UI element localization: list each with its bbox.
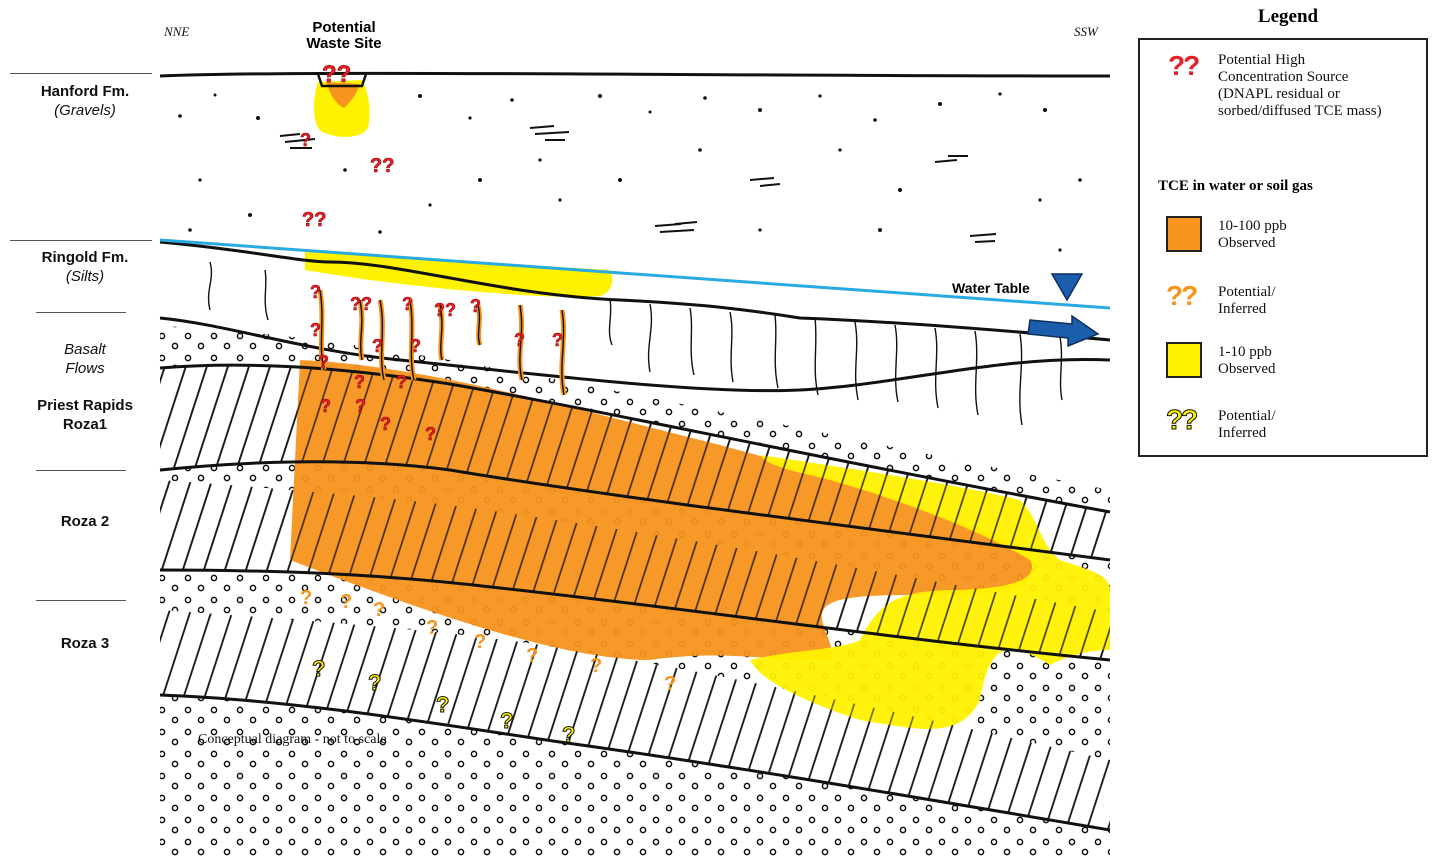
svg-text:?: ? bbox=[396, 372, 407, 392]
svg-text:?: ? bbox=[470, 296, 481, 316]
unit-label-roza3: Roza 3 bbox=[10, 634, 160, 653]
vesicular-zone-3 bbox=[160, 570, 1110, 760]
svg-text:?: ? bbox=[474, 631, 486, 653]
gravel-dots bbox=[178, 92, 1082, 252]
legend-source-text: Potential High Concentration Source (DNA… bbox=[1218, 52, 1382, 119]
svg-text:??: ?? bbox=[434, 300, 456, 320]
flow-direction-arrow-icon bbox=[1027, 314, 1100, 348]
unit-name: Roza 2 bbox=[60, 513, 110, 530]
legend-item-label: 10-100 ppb Observed bbox=[1218, 218, 1287, 251]
svg-text:?: ? bbox=[340, 591, 352, 613]
ground-surface-line bbox=[159, 71, 1111, 78]
yellow-question-legend-icon: ?? bbox=[1165, 404, 1198, 436]
orientation-right: SSW bbox=[1074, 24, 1098, 39]
svg-text:?: ? bbox=[310, 320, 321, 340]
water-table-label: Water Table bbox=[952, 280, 1030, 296]
svg-text:??: ?? bbox=[370, 155, 394, 177]
tce-plume-yellow-source bbox=[313, 80, 370, 137]
svg-text:?: ? bbox=[373, 599, 385, 621]
high-source-legend-icon: ?? bbox=[1168, 50, 1200, 81]
svg-text:?: ? bbox=[355, 396, 366, 416]
unit-name: Basalt Flows bbox=[64, 341, 106, 377]
svg-text:?: ? bbox=[425, 424, 436, 444]
fractures bbox=[207, 261, 1063, 426]
yellow-inferred-question-marks: ? ? ? ? ? bbox=[312, 656, 576, 748]
unit-name: Roza 3 bbox=[60, 635, 110, 652]
vesicular-zone-4 bbox=[160, 695, 1110, 860]
high-source-question-marks: ?? ? ?? ?? ? ? ?? ? ?? ? ? ? ? ? ? ? ? ?… bbox=[300, 61, 564, 445]
svg-text:?: ? bbox=[380, 414, 391, 434]
hanford-layer bbox=[160, 73, 1110, 308]
svg-text:?: ? bbox=[562, 722, 575, 747]
svg-text:?: ? bbox=[372, 336, 383, 356]
svg-text:?: ? bbox=[300, 587, 312, 609]
legend-item-label: 1-10 ppb Observed bbox=[1218, 344, 1276, 377]
svg-text:?: ? bbox=[590, 655, 602, 677]
legend: ?? Potential High Concentration Source (… bbox=[1138, 38, 1428, 457]
svg-text:?: ? bbox=[552, 330, 563, 350]
unit-label-roza2: Roza 2 bbox=[10, 512, 160, 531]
svg-text:?: ? bbox=[368, 670, 381, 695]
svg-text:?: ? bbox=[426, 617, 438, 639]
legend-title: Legend bbox=[1257, 6, 1319, 27]
tce-plume-orange-source bbox=[326, 82, 360, 108]
unit-label-ringold: Ringold Fm. (Silts) bbox=[10, 248, 160, 286]
legend-tce-heading: TCE in water or soil gas bbox=[1158, 178, 1313, 194]
unit-label-hanford: Hanford Fm. (Gravels) bbox=[10, 82, 160, 120]
unit-name: Hanford Fm. bbox=[40, 83, 130, 100]
ringold-basalt-contact bbox=[159, 316, 1111, 393]
svg-text:?: ? bbox=[312, 656, 325, 681]
svg-text:?: ? bbox=[526, 645, 538, 667]
water-table-line bbox=[159, 238, 1111, 310]
unit-sub: (Gravels) bbox=[54, 102, 116, 119]
svg-text:?: ? bbox=[410, 336, 421, 356]
unit-name: Priest Rapids Roza1 bbox=[37, 397, 133, 433]
svg-text:?: ? bbox=[514, 330, 525, 350]
orientation-left: NNE bbox=[164, 24, 190, 39]
waste-site-pit bbox=[316, 73, 368, 88]
unit-sub: (Silts) bbox=[65, 268, 105, 285]
water-table-marker-icon bbox=[1050, 273, 1084, 302]
unit-divider bbox=[36, 600, 126, 601]
orange-inferred-question-marks: ? ? ? ? ? ? ? ? bbox=[300, 587, 676, 695]
caption: Conceptual diagram - not to scale bbox=[198, 732, 387, 747]
svg-text:?: ? bbox=[300, 130, 311, 150]
svg-text:??: ?? bbox=[350, 294, 372, 314]
svg-text:??: ?? bbox=[322, 61, 351, 88]
unit-label-roza1: Priest Rapids Roza1 bbox=[10, 377, 160, 453]
unit-divider bbox=[36, 470, 126, 471]
svg-text:?: ? bbox=[318, 352, 329, 372]
svg-text:?: ? bbox=[500, 708, 513, 733]
hanford-ringold-contact bbox=[159, 240, 1111, 342]
svg-text:?: ? bbox=[436, 692, 449, 717]
svg-text:?: ? bbox=[310, 282, 321, 302]
legend-item-label: Potential/ Inferred bbox=[1218, 284, 1276, 317]
legend-swatch-orange bbox=[1166, 216, 1202, 252]
orange-question-legend-icon: ?? bbox=[1166, 280, 1198, 311]
svg-text:?: ? bbox=[320, 396, 331, 416]
unit-label-basalt-flows: Basalt Flows bbox=[10, 321, 160, 397]
svg-text:??: ?? bbox=[302, 209, 326, 231]
legend-item-label: Potential/ Inferred bbox=[1218, 408, 1276, 441]
svg-text:?: ? bbox=[354, 372, 365, 392]
tce-plume-yellow-ringold bbox=[305, 252, 613, 297]
unit-divider bbox=[36, 312, 126, 313]
unit-divider bbox=[10, 240, 152, 241]
gravel-lenses bbox=[279, 125, 997, 243]
unit-divider bbox=[10, 73, 152, 74]
svg-text:?: ? bbox=[664, 673, 676, 695]
waste-site-label: Potential Waste Site bbox=[306, 19, 382, 52]
unit-name: Ringold Fm. bbox=[41, 249, 129, 266]
svg-text:?: ? bbox=[402, 294, 413, 314]
legend-swatch-yellow bbox=[1166, 342, 1202, 378]
